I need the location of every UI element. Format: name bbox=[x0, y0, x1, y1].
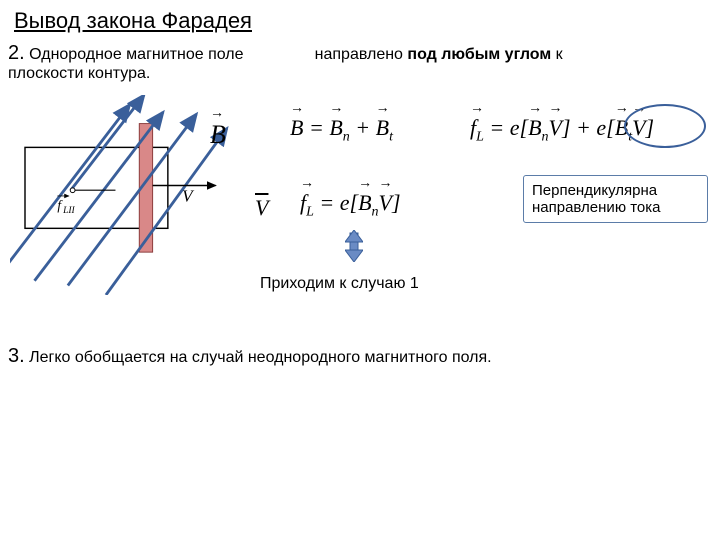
highlight-ellipse bbox=[624, 104, 706, 148]
section2-text-end: к bbox=[556, 46, 563, 63]
field-diagram: V f LII bbox=[10, 95, 240, 295]
section3-line: 3. Легко обобщается на случай неоднородн… bbox=[8, 345, 492, 368]
b-vector-label: B bbox=[210, 120, 226, 150]
section2-line1: 2. Однородное магнитное поле направлено … bbox=[8, 42, 563, 65]
callout-pointer bbox=[620, 148, 622, 168]
section2-text-before: Однородное магнитное поле bbox=[29, 46, 243, 63]
page-title: Вывод закона Фарадея bbox=[14, 8, 252, 34]
section3-number: 3. bbox=[8, 345, 25, 367]
section2-number: 2. bbox=[8, 42, 25, 64]
case1-text: Приходим к случаю 1 bbox=[260, 275, 419, 293]
section2-text-bold: под любым углом bbox=[407, 46, 551, 63]
equation-lorentz-reduced: fL = e[BnV] bbox=[300, 190, 401, 220]
down-arrow-icon bbox=[345, 230, 363, 262]
callout-perpendicular: Перпендикулярна направлению тока bbox=[523, 175, 708, 223]
section2-text-after: направлено bbox=[315, 46, 403, 63]
svg-text:V: V bbox=[182, 187, 195, 206]
equation-b-decomp: B = Bn + Bt bbox=[290, 115, 393, 145]
section3-text: Легко обобщается на случай неоднородного… bbox=[29, 349, 491, 366]
v-label: V bbox=[255, 195, 268, 221]
svg-text:LII: LII bbox=[62, 206, 75, 216]
section2-line2: плоскости контура. bbox=[8, 65, 150, 83]
b-symbol: B bbox=[210, 120, 226, 149]
